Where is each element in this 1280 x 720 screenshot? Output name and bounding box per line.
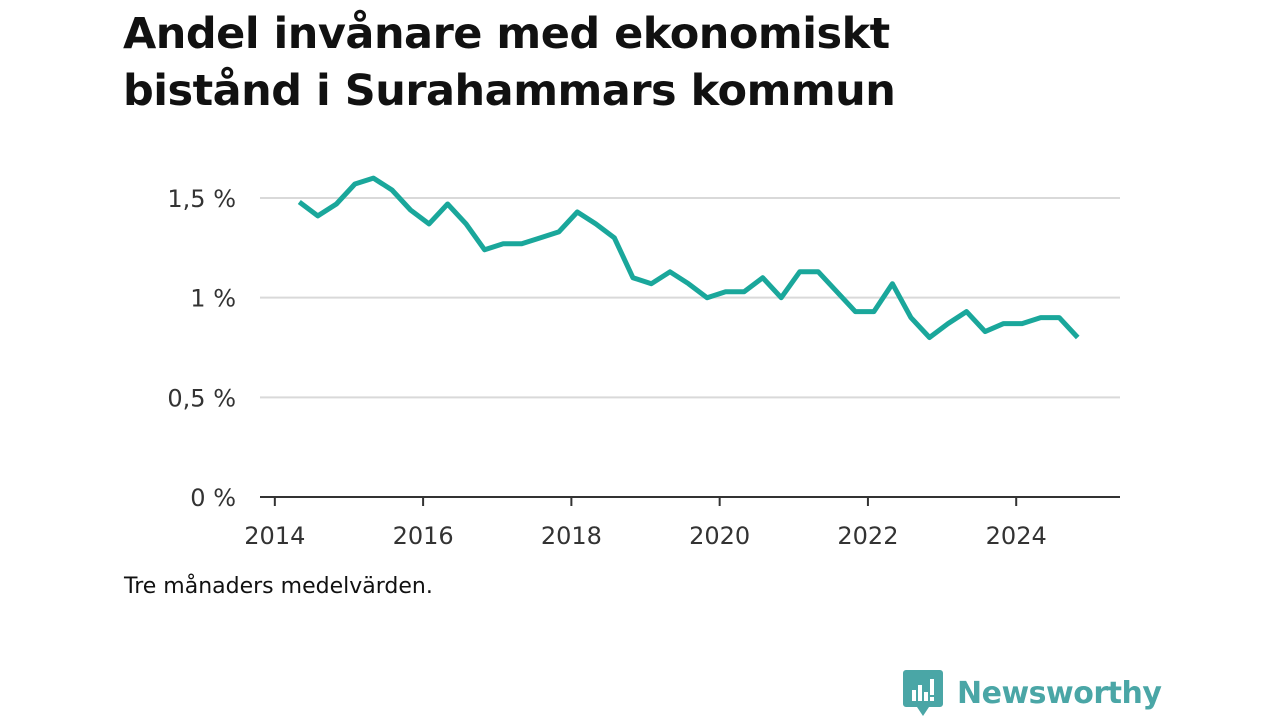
x-tick-label: 2014	[244, 522, 305, 550]
y-axis-labels: 0 % 0,5 % 1 % 1,5 %	[167, 185, 236, 512]
x-axis: 2014 2016 2018 2020 2022 2024	[244, 496, 1120, 550]
series-layer	[297, 175, 1080, 340]
chart-title-line-1: Andel invånare med ekonomiskt	[123, 9, 890, 59]
x-tick-label: 2018	[541, 522, 602, 550]
x-tick-label: 2016	[393, 522, 454, 550]
y-tick-label: 0 %	[190, 484, 236, 512]
brand-name: Newsworthy	[957, 675, 1162, 711]
gridlines	[260, 197, 1120, 399]
brand-logo: Newsworthy	[903, 670, 1162, 716]
x-tick-label: 2022	[837, 522, 898, 550]
y-tick-label: 0,5 %	[167, 384, 236, 412]
x-tick-label: 2024	[986, 522, 1047, 550]
chart-title-line-2: bistånd i Surahammars kommun	[123, 66, 896, 116]
series-line	[297, 175, 1080, 340]
x-tick-label: 2020	[689, 522, 750, 550]
chart-title: Andel invånare med ekonomiskt bistånd i …	[123, 6, 1123, 120]
newsworthy-logo-icon	[903, 670, 943, 716]
y-tick-label: 1 %	[190, 285, 236, 313]
y-tick-label: 1,5 %	[167, 185, 236, 213]
chart-note: Tre månaders medelvärden.	[124, 574, 433, 599]
